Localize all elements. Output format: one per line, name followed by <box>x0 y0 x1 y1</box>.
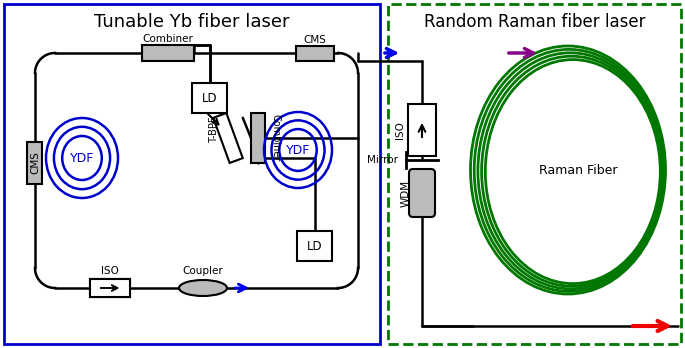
Text: YDF: YDF <box>286 143 310 157</box>
Ellipse shape <box>179 280 227 296</box>
Text: CMS: CMS <box>30 152 40 174</box>
Bar <box>296 46 334 61</box>
Bar <box>297 231 332 261</box>
FancyBboxPatch shape <box>409 169 435 217</box>
Bar <box>192 83 227 113</box>
Text: Raman Fiber: Raman Fiber <box>538 164 617 176</box>
Bar <box>4 4 380 344</box>
Text: Random Raman fiber laser: Random Raman fiber laser <box>424 13 646 31</box>
Text: LD: LD <box>202 92 218 104</box>
Text: Combiner: Combiner <box>142 34 193 44</box>
Text: Tunable Yb fiber laser: Tunable Yb fiber laser <box>95 13 290 31</box>
Text: T-BPF: T-BPF <box>209 117 219 143</box>
Bar <box>27 142 42 184</box>
Text: ISO: ISO <box>395 121 405 139</box>
Bar <box>408 104 436 156</box>
Text: Coupler: Coupler <box>183 266 223 276</box>
Bar <box>251 113 265 163</box>
Text: LD: LD <box>307 239 323 253</box>
Text: YDF: YDF <box>70 151 94 165</box>
Bar <box>142 45 194 61</box>
Text: Mirror: Mirror <box>367 155 398 165</box>
Text: WDM: WDM <box>401 180 411 207</box>
Bar <box>388 4 681 344</box>
Bar <box>90 279 130 297</box>
Text: Combiner: Combiner <box>271 114 281 162</box>
Text: CMS: CMS <box>303 35 327 45</box>
Text: ISO: ISO <box>101 266 119 276</box>
Bar <box>90 279 130 297</box>
Polygon shape <box>213 113 242 163</box>
